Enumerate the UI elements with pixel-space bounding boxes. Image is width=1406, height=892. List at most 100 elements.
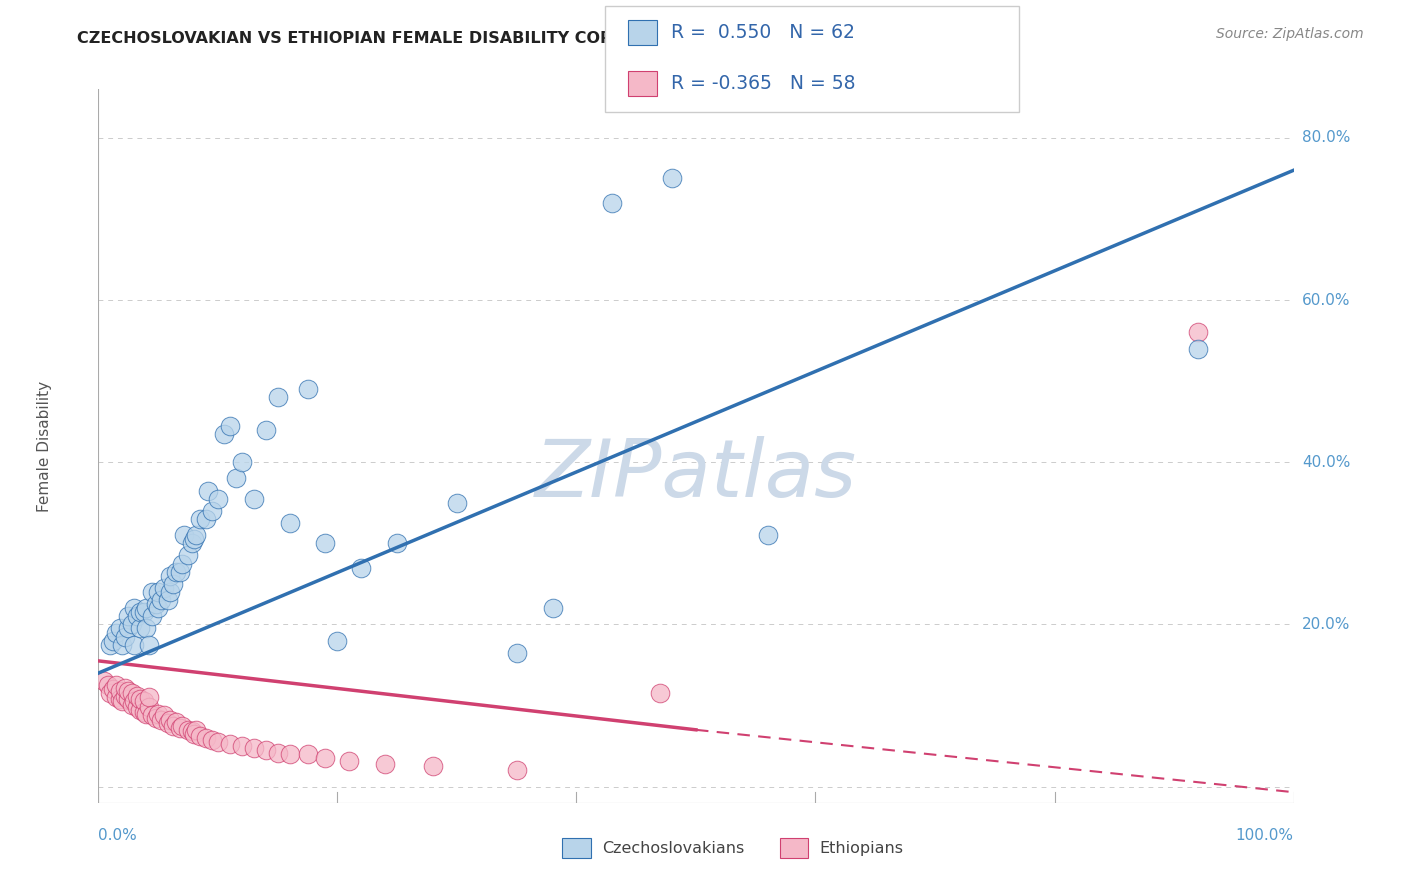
Point bbox=[231, 455, 253, 469]
Point bbox=[148, 706, 170, 721]
Text: 60.0%: 60.0% bbox=[1302, 293, 1350, 308]
Point bbox=[121, 686, 143, 700]
Point bbox=[278, 747, 301, 761]
Point bbox=[212, 426, 235, 441]
Point bbox=[138, 690, 160, 705]
Point bbox=[162, 719, 184, 733]
Text: R =  0.550   N = 62: R = 0.550 N = 62 bbox=[671, 22, 855, 42]
Text: Ethiopians: Ethiopians bbox=[820, 841, 904, 855]
Point bbox=[108, 684, 131, 698]
Point bbox=[125, 609, 148, 624]
Point bbox=[125, 700, 148, 714]
Point bbox=[117, 622, 139, 636]
Point bbox=[186, 723, 208, 737]
Text: ZIPatlas: ZIPatlas bbox=[534, 435, 858, 514]
Point bbox=[153, 708, 176, 723]
Text: CZECHOSLOVAKIAN VS ETHIOPIAN FEMALE DISABILITY CORRELATION CHART: CZECHOSLOVAKIAN VS ETHIOPIAN FEMALE DISA… bbox=[77, 31, 766, 46]
Point bbox=[121, 698, 143, 713]
Point bbox=[243, 740, 266, 755]
Point bbox=[111, 638, 134, 652]
Point bbox=[132, 705, 155, 719]
Text: 0.0%: 0.0% bbox=[98, 828, 138, 843]
Point bbox=[201, 504, 224, 518]
Point bbox=[207, 491, 229, 506]
Point bbox=[177, 549, 200, 563]
Point bbox=[114, 689, 136, 703]
Point bbox=[297, 382, 319, 396]
Point bbox=[661, 171, 683, 186]
Point bbox=[93, 674, 115, 689]
Point bbox=[148, 585, 170, 599]
Point bbox=[422, 759, 444, 773]
Point bbox=[385, 536, 409, 550]
Point bbox=[1187, 342, 1209, 356]
Point bbox=[267, 746, 290, 760]
Text: 100.0%: 100.0% bbox=[1236, 828, 1294, 843]
Point bbox=[141, 708, 163, 723]
Point bbox=[315, 751, 337, 765]
Point bbox=[173, 528, 195, 542]
Point bbox=[145, 597, 167, 611]
Point bbox=[169, 565, 191, 579]
Point bbox=[201, 732, 224, 747]
Point bbox=[129, 622, 152, 636]
Point bbox=[648, 686, 672, 700]
Point bbox=[180, 724, 202, 739]
Point bbox=[186, 528, 208, 542]
Point bbox=[172, 557, 194, 571]
Point bbox=[183, 533, 205, 547]
Text: 20.0%: 20.0% bbox=[1302, 617, 1350, 632]
Point bbox=[156, 716, 179, 731]
Point bbox=[129, 605, 152, 619]
Point bbox=[207, 735, 229, 749]
Point bbox=[138, 638, 160, 652]
Text: Czechoslovakians: Czechoslovakians bbox=[602, 841, 744, 855]
Point bbox=[165, 565, 187, 579]
Point bbox=[188, 729, 211, 743]
Point bbox=[101, 682, 124, 697]
Point bbox=[135, 706, 157, 721]
Text: Source: ZipAtlas.com: Source: ZipAtlas.com bbox=[1216, 27, 1364, 41]
Point bbox=[243, 491, 266, 506]
Point bbox=[197, 483, 219, 498]
Point bbox=[169, 721, 191, 735]
Point bbox=[231, 739, 253, 753]
Text: 80.0%: 80.0% bbox=[1302, 130, 1350, 145]
Point bbox=[149, 713, 172, 727]
Point bbox=[756, 528, 779, 542]
Point bbox=[506, 764, 529, 778]
Point bbox=[141, 585, 163, 599]
Point bbox=[326, 633, 349, 648]
Text: 40.0%: 40.0% bbox=[1302, 455, 1350, 470]
Point bbox=[129, 702, 152, 716]
Point bbox=[180, 536, 202, 550]
Point bbox=[165, 714, 187, 729]
Point bbox=[105, 678, 128, 692]
Point bbox=[446, 496, 468, 510]
Point bbox=[315, 536, 337, 550]
Point bbox=[135, 622, 157, 636]
Point bbox=[132, 605, 155, 619]
Point bbox=[225, 471, 247, 485]
Point bbox=[145, 711, 167, 725]
Point bbox=[254, 743, 277, 757]
Point bbox=[132, 694, 155, 708]
Point bbox=[183, 727, 205, 741]
Point bbox=[97, 678, 120, 692]
Point bbox=[297, 747, 319, 761]
Point bbox=[156, 593, 179, 607]
Point bbox=[124, 601, 146, 615]
Point bbox=[98, 638, 122, 652]
Point bbox=[111, 694, 134, 708]
Point bbox=[117, 692, 139, 706]
Point bbox=[108, 622, 131, 636]
Point bbox=[149, 593, 172, 607]
Point bbox=[124, 694, 146, 708]
Point bbox=[278, 516, 301, 530]
Text: Female Disability: Female Disability bbox=[37, 380, 52, 512]
Point bbox=[1187, 326, 1209, 340]
Point bbox=[138, 700, 160, 714]
Point bbox=[153, 581, 176, 595]
Point bbox=[172, 719, 194, 733]
Point bbox=[177, 723, 200, 737]
